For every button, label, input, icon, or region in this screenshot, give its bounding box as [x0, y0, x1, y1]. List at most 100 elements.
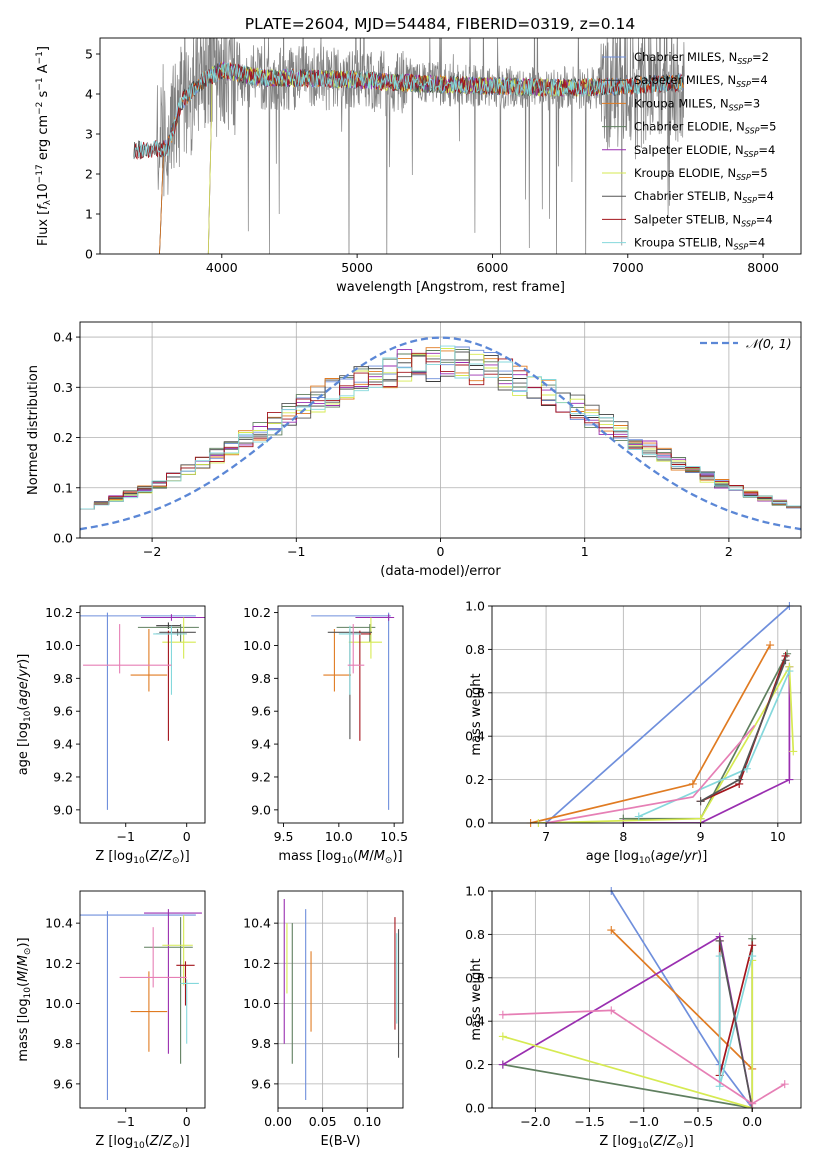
- weight-point-marker: [748, 1099, 757, 1108]
- x-axis-label: E(B-V): [320, 1134, 360, 1149]
- y-tick-label: 9.4: [53, 737, 73, 752]
- weight-point-marker: [498, 1060, 507, 1069]
- x-axis-label: Z [log10(Z/Z⊙)]: [599, 1134, 693, 1151]
- y-tick-label: 10.4: [243, 916, 271, 931]
- y-tick-label: 0.6: [465, 970, 485, 985]
- weight-point-marker: [634, 812, 643, 821]
- axes-frame: [79, 605, 206, 824]
- x-tick-label: 7000: [612, 260, 644, 275]
- weight-series-line: [502, 960, 754, 1108]
- error-bar: [119, 927, 187, 988]
- y-tick-label: 10.0: [243, 638, 271, 653]
- x-tick-label: 6000: [477, 260, 509, 275]
- error-bar: [137, 624, 199, 643]
- x-tick-label: −0.5: [683, 1114, 713, 1129]
- spectrum-panel: 4000 5000 6000 7000 8000 0 1 2 3 4 5 wavelength [An…: [35, 37, 802, 295]
- x-tick-label: 8000: [747, 260, 779, 275]
- error-bar: [159, 629, 196, 636]
- y-tick-label: 9.8: [53, 671, 73, 686]
- y-tick-label: 9.4: [251, 737, 271, 752]
- figure-title: PLATE=2604, MJD=54484, FIBERID=0319, z=0…: [245, 15, 635, 33]
- y-tick-label: 9.0: [251, 802, 271, 817]
- weight-point-marker: [607, 1006, 616, 1015]
- legend-label: Kroupa ELODIE, NSSP=5: [634, 166, 768, 182]
- weight-point-marker: [696, 814, 705, 823]
- x-tick-label: 7: [542, 829, 550, 844]
- histogram-step-line: [80, 345, 801, 510]
- error-bar: [338, 625, 361, 695]
- x-tick-label: 5000: [341, 260, 373, 275]
- y-tick-label: 0.6: [465, 685, 485, 700]
- weight-series-line: [530, 644, 771, 823]
- weight-point-marker: [783, 649, 792, 658]
- y-tick-label: 0.8: [465, 642, 485, 657]
- weight-series-line: [545, 724, 756, 824]
- error-bar: [80, 911, 196, 1100]
- legend-label: Kroupa MILES, NSSP=3: [634, 96, 760, 112]
- x-axis-label: Z [log10(Z/Z⊙)]: [95, 849, 189, 866]
- x-tick-label: 9.5: [274, 829, 294, 844]
- legend-label: Salpeter MILES, NSSP=4: [634, 73, 768, 89]
- y-tick-label: 10.0: [45, 638, 73, 653]
- y-tick-label: 0.2: [53, 430, 73, 445]
- x-axis-label: (data-model)/error: [380, 564, 501, 579]
- y-tick-label: 10.2: [243, 956, 271, 971]
- x-tick-label: −1.5: [574, 1114, 604, 1129]
- y-tick-label: 0.4: [465, 729, 485, 744]
- mass-vs-ebv-panel: 0.00 0.05 0.10 9.6 9.8 10.0 10.2 10.4 E(B-V): [243, 890, 404, 1149]
- legend-label: 𝒩(0, 1): [746, 336, 792, 351]
- y-tick-label: 10.2: [45, 605, 73, 620]
- legend-label: Chabrier ELODIE, NSSP=5: [634, 120, 776, 136]
- weight-point-marker: [735, 775, 744, 784]
- x-tick-label: 1: [581, 544, 589, 559]
- error-bar: [162, 915, 193, 986]
- x-axis-label: Z [log10(Z/Z⊙)]: [95, 1134, 189, 1151]
- x-tick-label: −1.0: [629, 1114, 659, 1129]
- y-tick-label: 1: [85, 207, 93, 222]
- residual-histogram-panel: −2 −1 0 1 2 0.0 0.1 0.2 0.3 0.4 (data-model)/error…: [26, 321, 802, 579]
- x-tick-label: 9: [697, 829, 705, 844]
- x-tick-label: −2.0: [520, 1114, 550, 1129]
- y-tick-label: 0.0: [53, 531, 73, 546]
- x-tick-label: 0: [437, 544, 445, 559]
- x-tick-label: 2: [725, 544, 733, 559]
- weight-series-line: [502, 938, 754, 1108]
- y-tick-label: 9.2: [53, 769, 73, 784]
- axes-frame: [99, 37, 802, 255]
- x-tick-label: 8: [619, 829, 627, 844]
- legend-entry: Salpeter MILES, NSSP=4: [602, 73, 768, 89]
- x-axis-label: age [log10(age/yr)]: [586, 849, 708, 866]
- error-bar: [355, 614, 395, 621]
- y-tick-label: 0.0: [465, 1101, 485, 1116]
- x-tick-label: 10: [770, 829, 786, 844]
- x-tick-label: 10.0: [325, 829, 353, 844]
- weight-vs-metallicity-panel: −2.0 −1.5 −1.0 −0.5 0.0 0.0 0.2 0.4 0.6 0.8 1.0 Z […: [465, 884, 802, 1151]
- axes-frame: [277, 890, 404, 1109]
- weight-point-marker: [780, 1080, 789, 1089]
- error-bar: [140, 614, 205, 621]
- y-tick-label: 0.2: [465, 772, 485, 787]
- x-tick-label: 0: [183, 829, 191, 844]
- legend-label: Salpeter ELODIE, NSSP=4: [634, 143, 775, 159]
- x-tick-label: −2: [143, 544, 161, 559]
- y-tick-label: 2: [85, 167, 93, 182]
- weight-point-marker: [748, 941, 757, 950]
- legend-label: Salpeter STELIB, NSSP=4: [634, 212, 773, 228]
- y-tick-label: 9.8: [251, 671, 271, 686]
- error-bar: [348, 617, 382, 659]
- error-bar: [153, 625, 187, 695]
- weight-series-line: [538, 663, 795, 823]
- y-tick-label: 3: [85, 127, 93, 142]
- mass-vs-metallicity-panel: −1 0 9.6 9.8 10.0 10.2 10.4 Z [log10(Z/Z⊙)] mass…: [16, 890, 206, 1151]
- weight-series-line: [502, 1009, 786, 1105]
- y-tick-label: 10.4: [45, 916, 73, 931]
- weight-vs-age-panel: 7 8 9 10 0.0 0.2 0.4 0.6 0.8 1.0 age [log10(age/yr…: [465, 599, 802, 866]
- y-tick-label: 4: [85, 87, 93, 102]
- legend-entry: Kroupa ELODIE, NSSP=5: [602, 166, 768, 182]
- histogram-step-line: [80, 352, 801, 510]
- error-bar: [156, 622, 181, 630]
- y-tick-label: 9.6: [251, 1076, 271, 1091]
- weight-point-marker: [607, 926, 616, 935]
- x-axis-label: mass [log10(M/M⊙)]: [278, 849, 402, 866]
